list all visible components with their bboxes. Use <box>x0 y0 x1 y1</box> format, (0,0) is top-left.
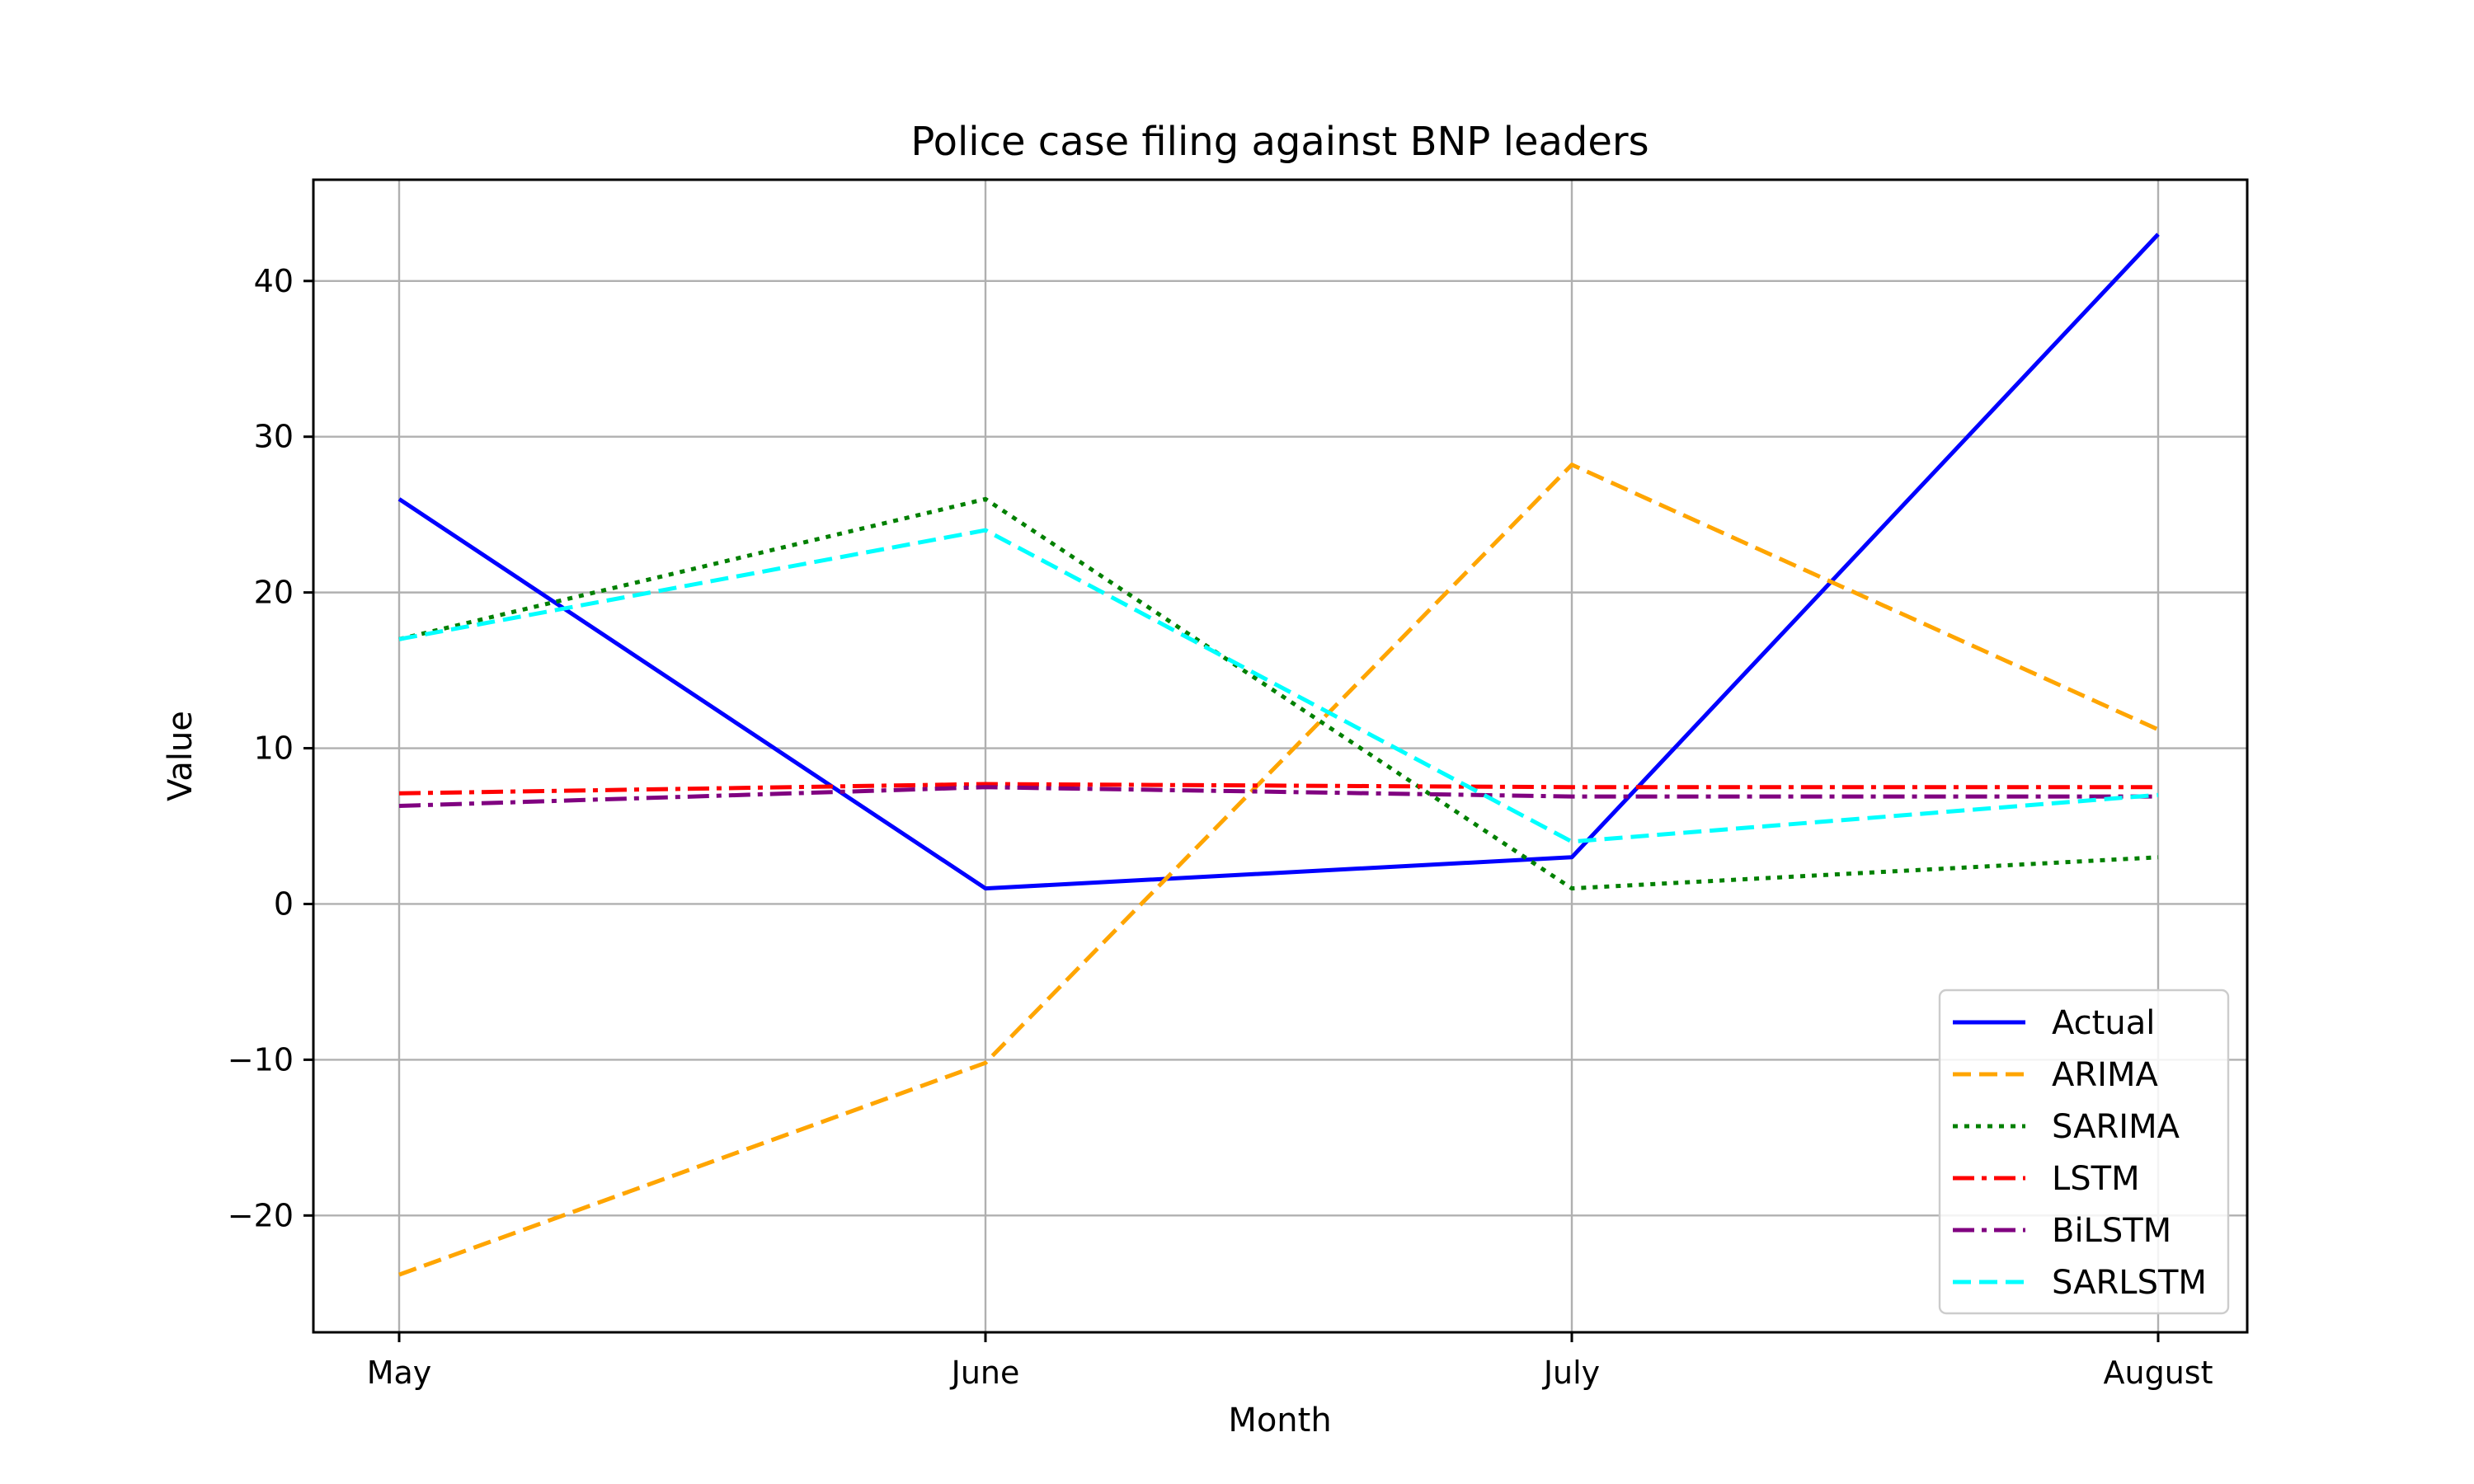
y-tick-label: 0 <box>274 885 294 922</box>
chart-title: Police case filing against BNP leaders <box>910 119 1649 165</box>
legend-label-lstm: LSTM <box>2052 1160 2140 1198</box>
grid <box>313 180 2247 1332</box>
y-tick-label: 10 <box>254 730 294 767</box>
y-tick-label: 20 <box>254 575 294 611</box>
x-axis-label: Month <box>1228 1402 1331 1439</box>
axis-ticks: May June July August −20 −10 0 10 20 30 40 <box>228 263 2213 1391</box>
x-tick-label: June <box>950 1355 1020 1391</box>
x-tick-label: July <box>1542 1355 1600 1391</box>
y-tick-label: −10 <box>228 1041 294 1078</box>
y-tick-label: −20 <box>228 1197 294 1233</box>
legend: Actual ARIMA SARIMA LSTM BiLSTM SARLSTM <box>1938 989 2230 1315</box>
x-tick-label: August <box>2104 1355 2213 1391</box>
plot-frame <box>312 178 2249 1334</box>
series-lines <box>397 232 2160 1277</box>
legend-label-sarima: SARIMA <box>2052 1108 2180 1146</box>
series-line-lstm <box>398 782 2158 796</box>
series-line-sarima <box>398 496 2159 891</box>
series-line-actual <box>397 232 2160 891</box>
legend-label-arima: ARIMA <box>2052 1056 2158 1094</box>
y-tick-label: 30 <box>254 419 294 455</box>
legend-label-actual: Actual <box>2052 1004 2155 1042</box>
legend-label-bilstm: BiLSTM <box>2052 1212 2171 1250</box>
legend-box <box>1938 989 2230 1315</box>
y-tick-label: 40 <box>254 263 294 299</box>
series-line-arima <box>398 463 2160 1277</box>
y-axis-label: Value <box>162 711 200 801</box>
series-line-bilstm <box>398 785 2158 808</box>
x-tick-label: May <box>367 1355 432 1391</box>
series-line-sarlstm <box>398 528 2159 844</box>
legend-label-sarlstm: SARLSTM <box>2052 1264 2207 1302</box>
